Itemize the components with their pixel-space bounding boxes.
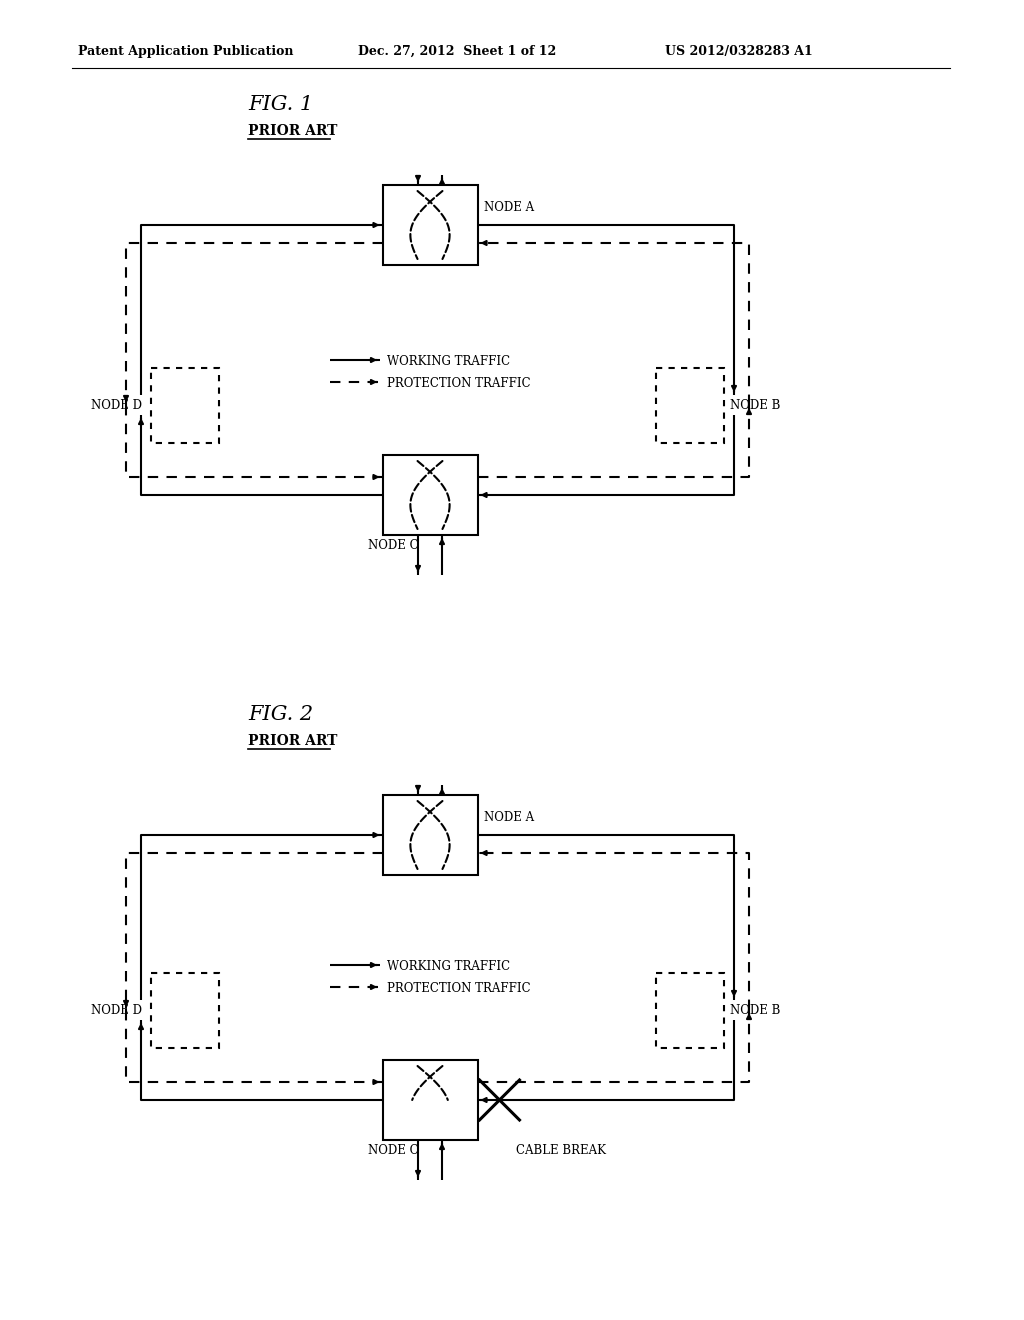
Text: NODE D: NODE D <box>91 399 142 412</box>
Text: NODE B: NODE B <box>730 1005 780 1016</box>
Text: NODE D: NODE D <box>91 1005 142 1016</box>
Bar <box>656 367 724 442</box>
Text: WORKING TRAFFIC: WORKING TRAFFIC <box>387 355 510 368</box>
Bar <box>383 1060 477 1140</box>
Text: NODE C: NODE C <box>369 539 419 552</box>
Text: FIG. 2: FIG. 2 <box>248 705 313 723</box>
Text: US 2012/0328283 A1: US 2012/0328283 A1 <box>665 45 813 58</box>
Text: WORKING TRAFFIC: WORKING TRAFFIC <box>387 960 510 973</box>
Bar <box>151 367 219 442</box>
Text: PROTECTION TRAFFIC: PROTECTION TRAFFIC <box>387 982 530 995</box>
Text: NODE A: NODE A <box>483 810 534 824</box>
Bar <box>383 455 477 535</box>
Text: NODE C: NODE C <box>369 1144 419 1158</box>
Text: PRIOR ART: PRIOR ART <box>248 124 337 139</box>
Bar <box>383 795 477 875</box>
Bar <box>656 973 724 1048</box>
Text: NODE B: NODE B <box>730 399 780 412</box>
Text: CABLE BREAK: CABLE BREAK <box>515 1144 605 1158</box>
Text: PRIOR ART: PRIOR ART <box>248 734 337 748</box>
Text: NODE A: NODE A <box>483 201 534 214</box>
Bar <box>383 185 477 265</box>
Text: FIG. 1: FIG. 1 <box>248 95 313 114</box>
Text: Dec. 27, 2012  Sheet 1 of 12: Dec. 27, 2012 Sheet 1 of 12 <box>358 45 556 58</box>
Text: PROTECTION TRAFFIC: PROTECTION TRAFFIC <box>387 378 530 389</box>
Text: Patent Application Publication: Patent Application Publication <box>78 45 294 58</box>
Bar <box>151 973 219 1048</box>
